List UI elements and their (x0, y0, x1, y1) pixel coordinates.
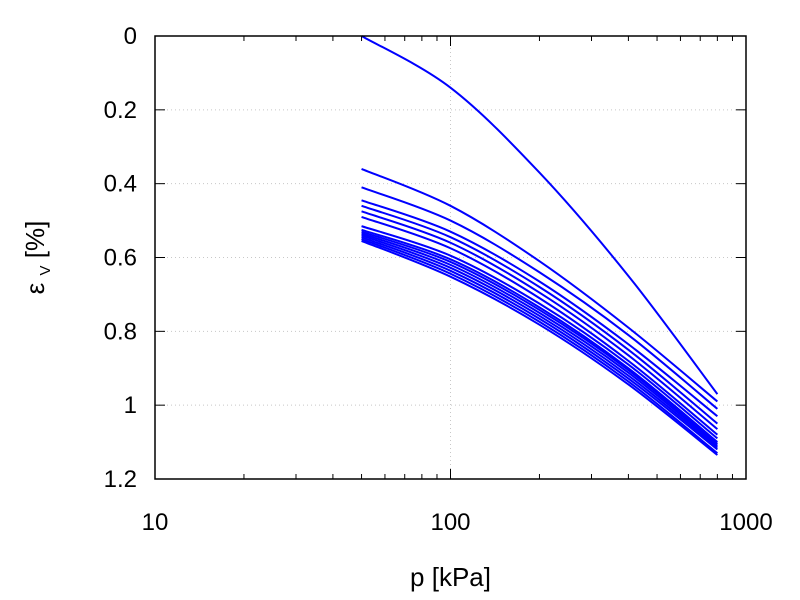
y-tick-label: 1 (124, 392, 137, 419)
x-axis-label: p [kPa] (410, 562, 491, 592)
y-tick-label: 0.4 (104, 171, 137, 198)
series-line-5 (361, 204, 718, 425)
y-tick-label: 0.8 (104, 318, 137, 345)
series-layer (361, 35, 719, 456)
series-line-6 (361, 210, 718, 430)
series-line-7 (361, 215, 718, 436)
plot-frame (154, 35, 747, 480)
series-line-14 (361, 238, 718, 454)
x-tick-label: 10 (142, 509, 169, 536)
y-tick-label: 0.6 (104, 245, 137, 272)
series-line-10 (361, 230, 718, 445)
y-tick-label: 0 (124, 23, 137, 50)
y-axis-label-subscript: V (37, 265, 54, 275)
series-line-11 (361, 232, 718, 447)
x-tick-label: 1000 (719, 509, 772, 536)
series-line-12 (361, 234, 718, 449)
series-line-13 (361, 236, 718, 451)
grid (155, 36, 746, 479)
series-line-4 (361, 199, 718, 418)
series-line-1 (361, 35, 719, 395)
y-tick-label: 1.2 (104, 466, 137, 493)
series-line-8 (361, 225, 718, 440)
y-axis-label: ε V [%] (20, 221, 56, 295)
series-line-3 (361, 186, 718, 410)
series-line-9 (361, 228, 718, 443)
x-tick-label: 100 (430, 509, 470, 536)
y-axis-label-unit: [%] (20, 221, 50, 259)
y-tick-label: 0.2 (104, 97, 137, 124)
series-line-15 (361, 239, 718, 456)
tick-labels: 0 0.2 0.4 0.6 0.8 1 1.210 100 1000 (104, 23, 773, 536)
y-axis-label-symbol: ε (20, 282, 50, 294)
series-line-2 (361, 167, 718, 403)
